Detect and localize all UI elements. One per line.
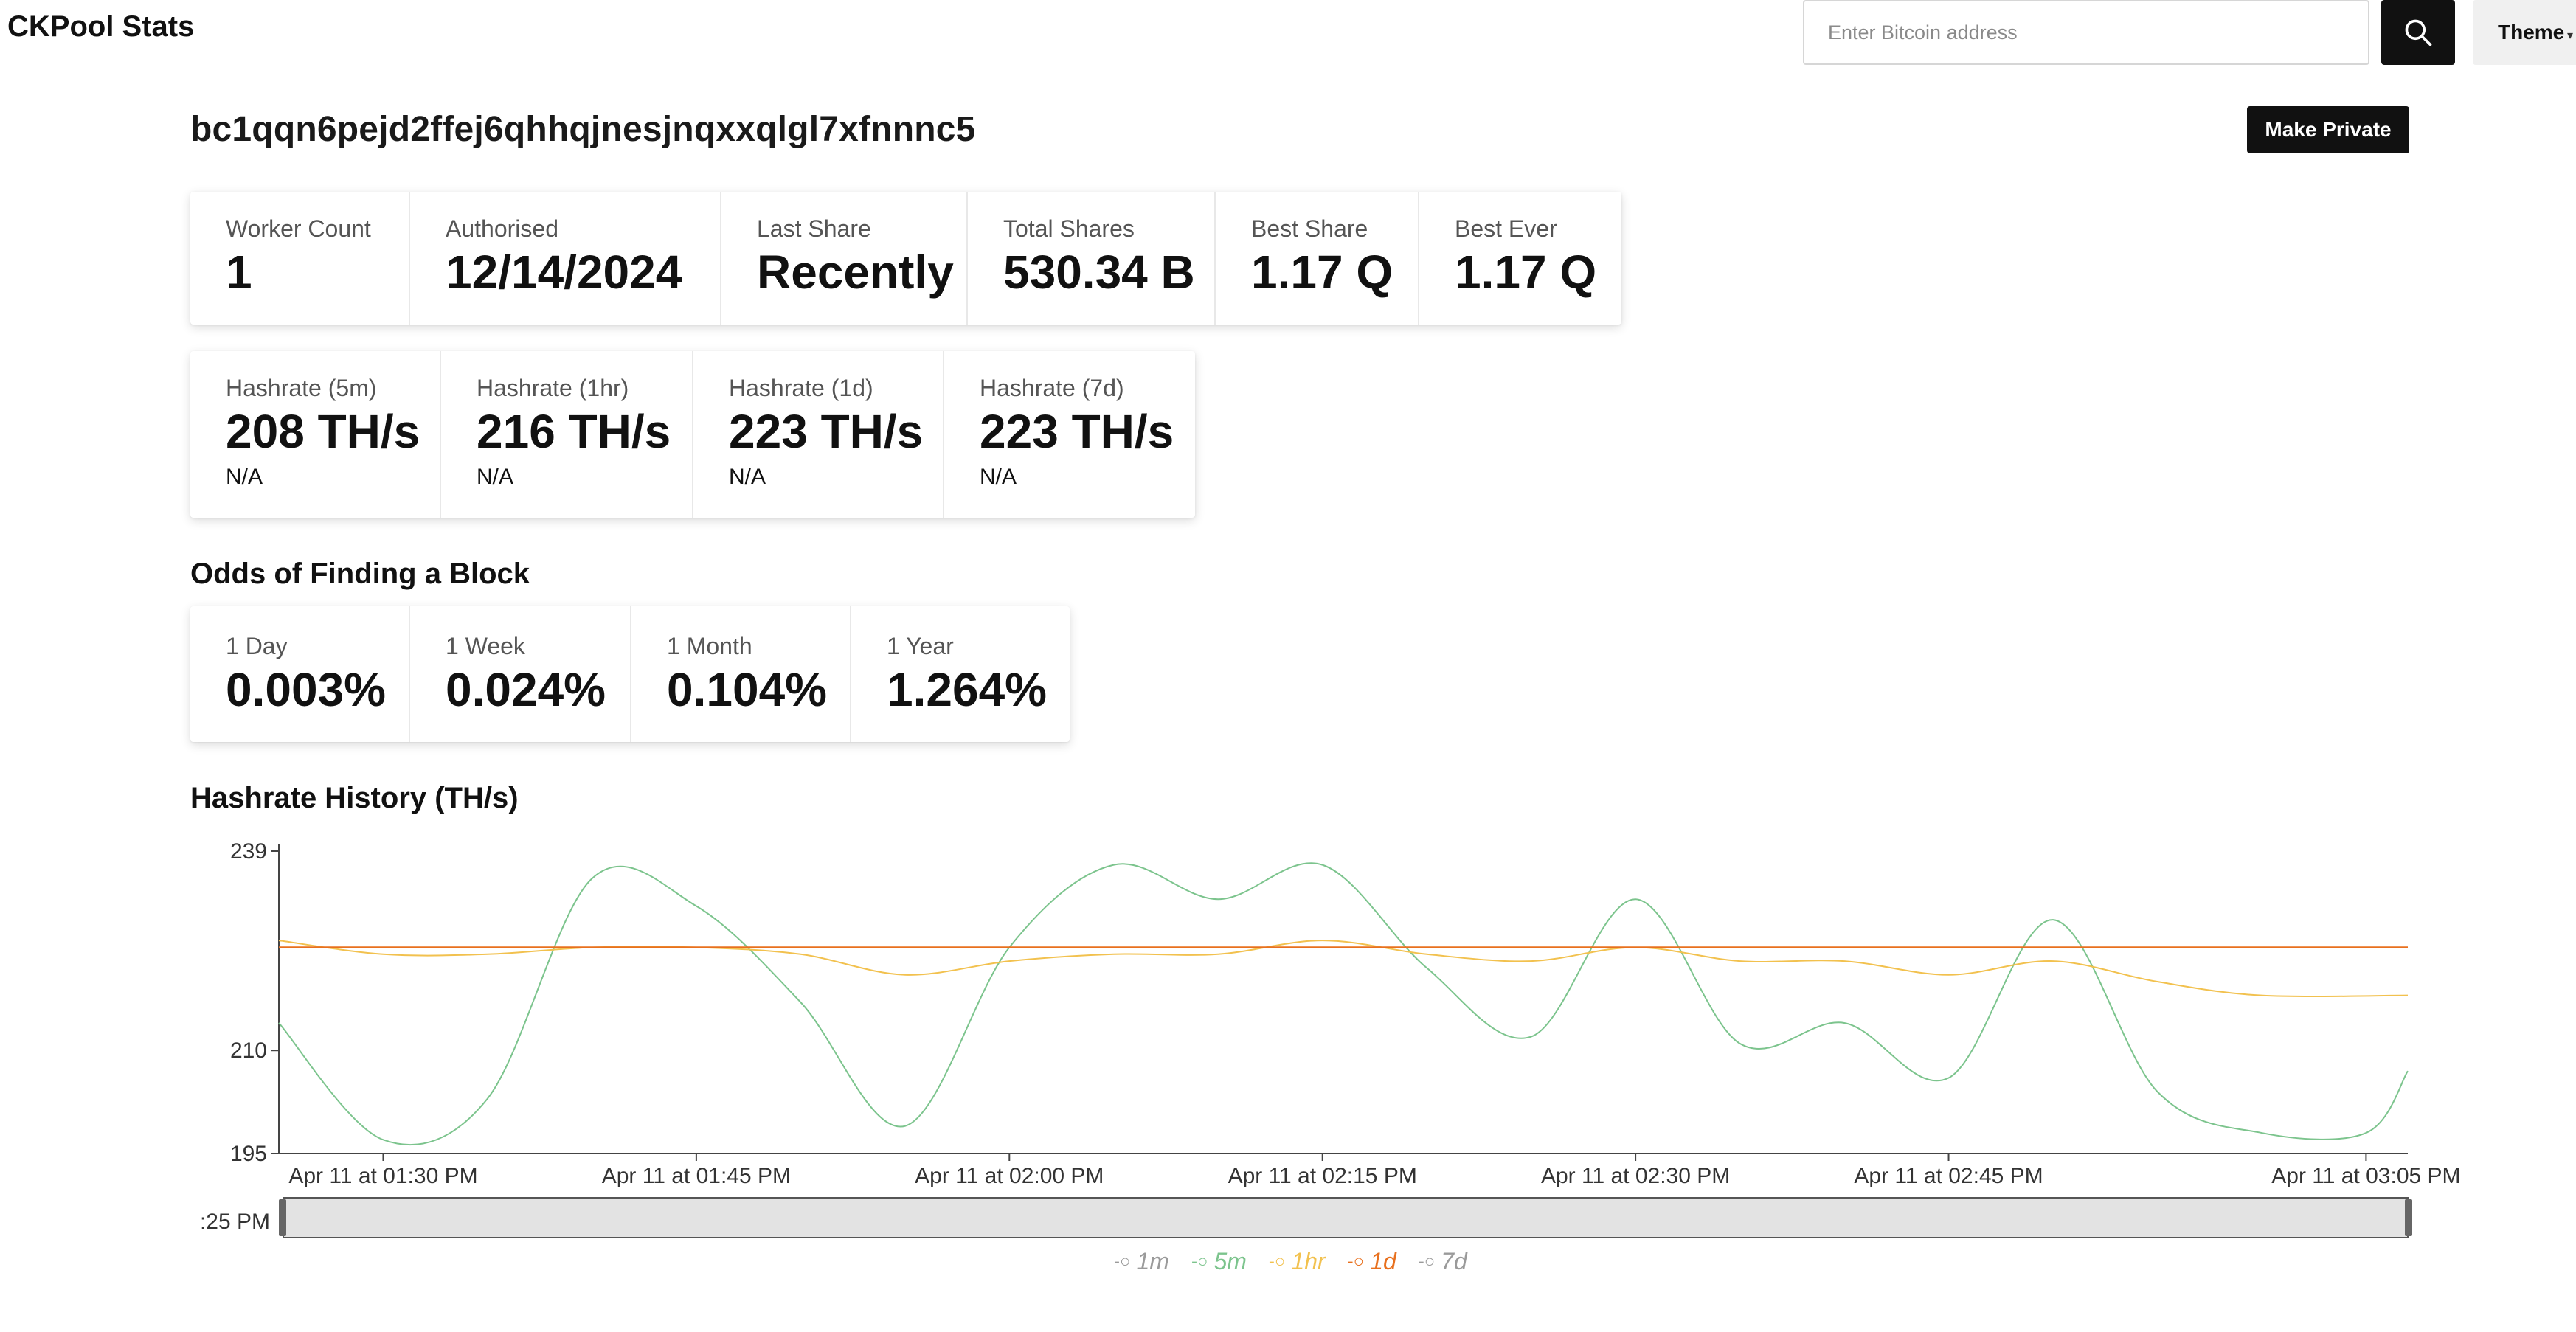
- hashrate-label: Hashrate (1hr): [477, 375, 629, 401]
- odds-card-row: 1 Day 0.003% 1 Week 0.024% 1 Month 0.104…: [190, 606, 1070, 742]
- chart-legend: -○ 1m -○ 5m -○ 1hr -○ 1d -○ 7d: [1114, 1248, 1467, 1275]
- stat-value: 530.34 B: [1003, 246, 1195, 299]
- stat-value: 1.17 Q: [1455, 246, 1597, 299]
- legend-label: 5m: [1213, 1248, 1247, 1274]
- range-handle-left[interactable]: [279, 1199, 286, 1236]
- odds-label: 1 Month: [667, 633, 752, 659]
- top-bar: CKPool Stats Theme ▾: [0, 0, 2576, 66]
- legend-item-1d[interactable]: -○ 1d: [1348, 1248, 1396, 1275]
- hashrate-history-chart: 195 210 239 Apr 11 at 01:30 PM Apr 11 at 01:…: [200, 839, 2461, 1238]
- hashrate-label: Hashrate (7d): [980, 375, 1124, 401]
- odds-section-title: Odds of Finding a Block: [190, 558, 530, 590]
- hashrate-change: N/A: [477, 465, 514, 489]
- x-tick-label: Apr 11 at 01:30 PM: [288, 1164, 477, 1188]
- user-stats-card-row: Worker Count 1 Authorised 12/14/2024 Las…: [190, 192, 1621, 325]
- odds-card-1-month: 1 Month 0.104%: [631, 606, 851, 742]
- stat-value: 12/14/2024: [446, 246, 682, 299]
- stat-label: Best Share: [1251, 215, 1368, 242]
- odds-value: 0.003%: [226, 663, 387, 716]
- odds-value: 0.024%: [446, 663, 606, 716]
- x-tick-label: Apr 11 at 02:30 PM: [1541, 1164, 1730, 1188]
- search-icon: [2405, 19, 2432, 46]
- hashrate-card-5m: Hashrate (5m) 208 TH/s N/A: [190, 351, 441, 518]
- odds-value: 0.104%: [667, 663, 828, 716]
- odds-card-1-year: 1 Year 1.264%: [851, 606, 1070, 742]
- legend-label: 1d: [1370, 1248, 1396, 1274]
- stat-card-authorised: Authorised 12/14/2024: [410, 192, 721, 325]
- stat-label: Total Shares: [1003, 215, 1135, 242]
- y-tick-label: 239: [230, 839, 267, 864]
- legend-marker-icon: -○: [1418, 1251, 1436, 1272]
- stat-card-worker-count: Worker Count 1: [190, 192, 410, 325]
- stat-card-best-share: Best Share 1.17 Q: [1216, 192, 1419, 325]
- odds-card-1-week: 1 Week 0.024%: [410, 606, 631, 742]
- odds-label: 1 Year: [887, 633, 954, 659]
- hashrate-card-1hr: Hashrate (1hr) 216 TH/s N/A: [441, 351, 693, 518]
- legend-marker-icon: -○: [1191, 1251, 1208, 1272]
- stat-label: Best Ever: [1455, 215, 1557, 242]
- hashrate-value: 223 TH/s: [729, 405, 924, 458]
- hashrate-history-title: Hashrate History (TH/s): [190, 782, 519, 814]
- stat-label: Last Share: [757, 215, 871, 242]
- bitcoin-address-title: bc1qqn6pejd2ffej6qhhqjnesjnqxxqlgl7xfnnn…: [190, 110, 976, 149]
- legend-label: 1m: [1136, 1248, 1169, 1274]
- x-tick-label: Apr 11 at 01:45 PM: [602, 1164, 791, 1188]
- hashrate-change: N/A: [226, 465, 263, 489]
- legend-item-7d[interactable]: -○ 7d: [1419, 1248, 1467, 1275]
- chevron-down-icon: ▾: [2567, 30, 2574, 42]
- y-tick-label: 195: [230, 1142, 267, 1166]
- odds-card-1-day: 1 Day 0.003%: [190, 606, 410, 742]
- x-tick-label: Apr 11 at 02:00 PM: [915, 1164, 1104, 1188]
- hashrate-card-1d: Hashrate (1d) 223 TH/s N/A: [693, 351, 944, 518]
- legend-label: 1hr: [1291, 1248, 1326, 1274]
- legend-label: 7d: [1441, 1248, 1467, 1274]
- legend-marker-icon: -○: [1347, 1251, 1365, 1272]
- stat-card-best-ever: Best Ever 1.17 Q: [1419, 192, 1621, 325]
- hashrate-label: Hashrate (5m): [226, 375, 377, 401]
- legend-item-1m[interactable]: -○ 1m: [1114, 1248, 1169, 1275]
- series-line-1hr: [278, 940, 2409, 998]
- plot-area: 195 210 239 Apr 11 at 01:30 PM Apr 11 at 01:…: [230, 839, 2461, 1188]
- legend-item-5m[interactable]: -○ 5m: [1191, 1248, 1247, 1275]
- bitcoin-address-search-input[interactable]: [1803, 0, 2369, 65]
- stat-value: 1: [226, 246, 252, 299]
- stat-value: Recently: [757, 246, 954, 299]
- stat-card-total-shares: Total Shares 530.34 B: [968, 192, 1216, 325]
- hashrate-value: 223 TH/s: [980, 405, 1174, 458]
- range-handle-right[interactable]: [2405, 1199, 2412, 1236]
- x-tick-label: Apr 11 at 02:45 PM: [1854, 1164, 2043, 1188]
- stat-label: Worker Count: [226, 215, 371, 242]
- x-tick-label: Apr 11 at 02:15 PM: [1228, 1164, 1417, 1188]
- y-tick-label: 210: [230, 1038, 267, 1063]
- hashrate-change: N/A: [980, 465, 1017, 489]
- hashrate-value: 208 TH/s: [226, 405, 420, 458]
- range-navigator[interactable]: :25 PM: [200, 1197, 2412, 1238]
- stat-value: 1.17 Q: [1251, 246, 1393, 299]
- series-line-5m: [278, 862, 2409, 1146]
- stat-card-last-share: Last Share Recently: [721, 192, 968, 325]
- x-tick-label: Apr 11 at 03:05 PM: [2271, 1164, 2460, 1188]
- odds-label: 1 Week: [446, 633, 525, 659]
- make-private-button[interactable]: Make Private: [2247, 106, 2409, 153]
- odds-value: 1.264%: [887, 663, 1048, 716]
- hashrate-change: N/A: [729, 465, 766, 489]
- legend-item-1hr[interactable]: -○ 1hr: [1269, 1248, 1326, 1275]
- hashrate-card-row: Hashrate (5m) 208 TH/s N/A Hashrate (1hr…: [190, 351, 1195, 518]
- range-navigator-track[interactable]: [283, 1197, 2409, 1238]
- legend-marker-icon: -○: [1268, 1251, 1286, 1272]
- range-start-label: :25 PM: [200, 1210, 270, 1234]
- hashrate-card-7d: Hashrate (7d) 223 TH/s N/A: [944, 351, 1195, 518]
- stat-label: Authorised: [446, 215, 558, 242]
- hashrate-label: Hashrate (1d): [729, 375, 873, 401]
- hashrate-value: 216 TH/s: [477, 405, 671, 458]
- theme-dropdown-button[interactable]: Theme: [2473, 0, 2576, 65]
- brand-title[interactable]: CKPool Stats: [7, 10, 195, 43]
- odds-label: 1 Day: [226, 633, 288, 659]
- search-button[interactable]: [2381, 0, 2455, 65]
- legend-marker-icon: -○: [1114, 1251, 1131, 1272]
